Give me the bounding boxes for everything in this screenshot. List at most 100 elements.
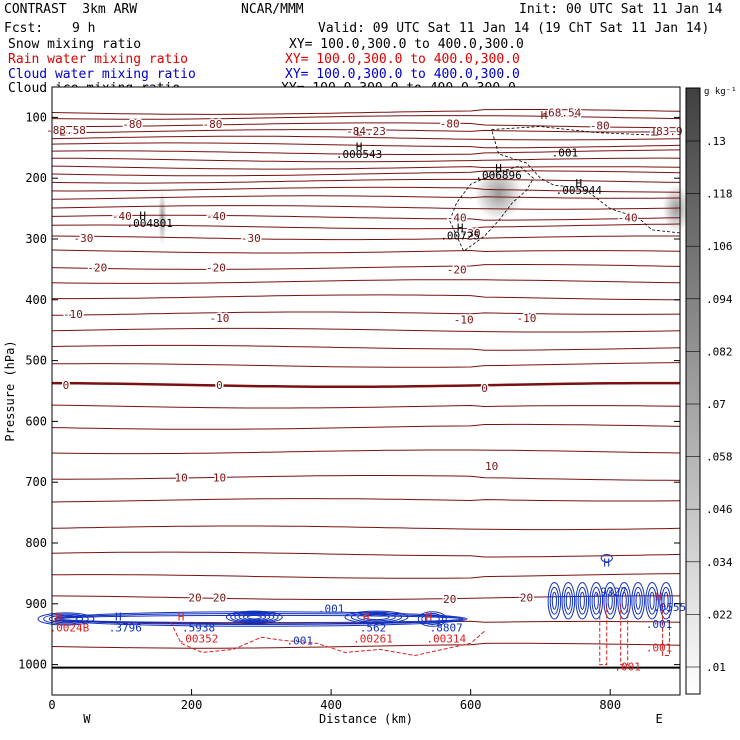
- snow-shading-0: [158, 190, 167, 246]
- cloud-water-contour: [589, 582, 604, 620]
- isotherm-label: -30: [461, 227, 481, 240]
- cloud-water-contour: [631, 582, 645, 620]
- isotherm-3: [51, 129, 681, 134]
- x-axis-label: Distance (km): [319, 712, 413, 726]
- isotherm-label: 0: [63, 379, 70, 392]
- isotherm-label: -40: [618, 212, 638, 225]
- isotherm-label: -40: [447, 212, 467, 225]
- extremum-value-label: .8807: [430, 622, 463, 635]
- isotherm-label: -30: [73, 232, 93, 245]
- extremum-marker: H: [457, 221, 464, 234]
- isotherm-label: -80: [122, 118, 142, 131]
- forecast-label: Fcst:: [4, 21, 44, 36]
- isotherm-29: [51, 475, 681, 481]
- cloud-water-contour: [230, 611, 279, 623]
- isotherm-8: [51, 165, 681, 170]
- cloud-water-contour: [593, 591, 599, 610]
- extremum-value-label: .001: [552, 147, 579, 160]
- extremum-marker: L: [59, 125, 66, 138]
- colorbar-tick-label: .01: [706, 661, 726, 674]
- extremum-value-label: .006896: [475, 169, 521, 182]
- rain-contour: [620, 603, 629, 666]
- extremum-value-label: .5938: [182, 622, 215, 635]
- cloud-water-contour: [561, 582, 576, 620]
- colorbar-tick-label: .022: [706, 608, 733, 621]
- y-tick-label: 900: [25, 597, 47, 611]
- colorbar-tick-label: .07: [706, 398, 726, 411]
- cloud-water-contour: [565, 591, 571, 610]
- cloud-water-contour: [563, 586, 574, 615]
- extremum-value-label: .001: [614, 660, 641, 673]
- cloud-ice-contour: [491, 126, 681, 234]
- extremum-value-label: .3796: [109, 622, 142, 635]
- isotherm-7: [52, 157, 681, 163]
- isotherm-5: [51, 142, 681, 149]
- colorbar-tick-label: .082: [706, 345, 733, 358]
- isotherm-17: [51, 249, 681, 254]
- isotherm-31: [51, 525, 681, 531]
- extremum-marker: H: [576, 177, 583, 190]
- extremum-value-label: .0555: [653, 601, 686, 614]
- isotherm-label: -80: [203, 118, 223, 131]
- y-tick-label: 200: [25, 171, 47, 185]
- cloud-water-contour: [225, 610, 283, 624]
- cloud-water-contour: [350, 611, 403, 623]
- isotherm-14: [51, 214, 681, 221]
- isotherm-label: -10: [63, 308, 83, 321]
- cloud-water-contour: [421, 613, 444, 625]
- field-xy-rain: XY= 100.0,300.0 to 400.0,300.0: [285, 52, 520, 67]
- colorbar-tick-label: .118: [706, 188, 733, 201]
- rain-contour: [599, 603, 608, 666]
- plot-frame: [51, 86, 681, 696]
- isotherm-4: [51, 135, 681, 141]
- y-axis-label: Pressure (hPa): [3, 340, 17, 441]
- extremum-marker: H: [603, 556, 610, 569]
- cloud-water-contour: [54, 616, 78, 622]
- isotherm-label: -40: [112, 210, 132, 223]
- extremum-marker: L: [356, 125, 363, 138]
- colorbar-tick-label: .106: [706, 240, 733, 253]
- extremum-marker: H: [56, 611, 63, 624]
- extremum-marker: H: [139, 209, 146, 222]
- x-end-label-west: W: [83, 712, 91, 726]
- extremum-marker: L: [652, 125, 659, 138]
- isotherm-label: -20: [87, 262, 107, 275]
- isotherm-26: [51, 404, 681, 409]
- isotherm-27: [51, 423, 681, 430]
- isotherm-label: -83.58: [46, 124, 86, 137]
- y-tick-label: 100: [25, 110, 47, 124]
- cloud-water-contour: [48, 614, 84, 624]
- snow-shading-2: [662, 184, 691, 233]
- isotherm-19: [51, 279, 681, 284]
- colorbar-tick-label: .058: [706, 451, 733, 464]
- extremum-value-label: .001: [318, 603, 345, 616]
- isotherm-label: 20: [520, 592, 533, 605]
- extremum-marker: H: [115, 611, 122, 624]
- extremum-value-label: .562: [360, 622, 387, 635]
- isotherm-18: [51, 264, 681, 270]
- cloud-water-contour: [246, 614, 262, 620]
- cloud-water-contour: [43, 613, 89, 625]
- extremum-value-label: .000543: [336, 148, 382, 161]
- cloud-water-contour: [591, 586, 601, 615]
- isotherm-label: 20: [213, 592, 226, 605]
- isotherm-label: 10: [213, 471, 226, 484]
- isotherm-10: [51, 178, 681, 184]
- extremum-value-label: .001: [646, 618, 673, 631]
- extremum-marker: H: [363, 611, 370, 624]
- cloud-water-contour: [238, 613, 271, 622]
- isotherm-13: [51, 205, 681, 210]
- isotherm-34: [51, 595, 680, 600]
- cloud-water-contour: [617, 582, 631, 620]
- cloud-water-contour: [549, 586, 560, 615]
- cloud-water-contour: [605, 586, 615, 615]
- isotherm-label: -80: [590, 119, 610, 132]
- isotherm-23: [51, 344, 681, 351]
- field-name-rain: Rain water mixing ratio: [8, 52, 189, 67]
- cloud-water-contour: [633, 586, 643, 615]
- rain-contour: [170, 621, 485, 656]
- cloud-water-contour: [363, 614, 390, 621]
- isotherm-15: [51, 223, 681, 230]
- x-tick-label: 600: [460, 698, 482, 712]
- cloud-water-contour: [649, 591, 655, 610]
